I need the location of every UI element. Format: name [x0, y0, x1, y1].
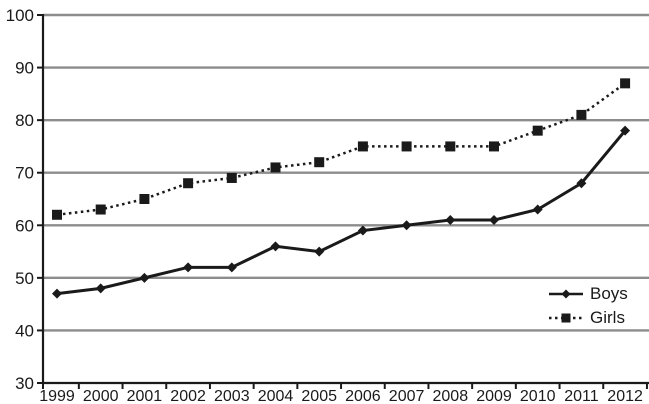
x-axis-label: 2003 — [214, 388, 250, 404]
y-axis-label: 80 — [15, 111, 34, 130]
boys-marker — [445, 215, 456, 226]
boys-marker — [270, 241, 281, 252]
boys-line-sample-icon — [549, 289, 583, 299]
x-axis-label: 2009 — [476, 388, 512, 404]
boys-marker — [489, 215, 499, 226]
girls-marker — [401, 141, 412, 152]
girls-marker — [314, 157, 325, 168]
x-axis-label: 2012 — [607, 388, 643, 404]
boys-marker — [620, 125, 631, 136]
girls-marker — [576, 109, 587, 120]
girls-marker — [95, 204, 106, 215]
boys-marker — [357, 225, 368, 236]
y-axis-label: 50 — [15, 269, 34, 288]
x-axis-label: 2007 — [389, 388, 425, 404]
boys-marker — [532, 204, 543, 215]
girls-line-sample-icon — [549, 313, 583, 323]
boys-marker — [95, 283, 106, 294]
girls-marker — [357, 141, 368, 152]
girls-marker — [183, 178, 194, 189]
boys-marker — [314, 246, 325, 257]
boys-marker — [139, 272, 150, 283]
y-axis-label: 30 — [15, 374, 34, 393]
x-axis-label: 2010 — [520, 388, 556, 404]
x-axis-label: 2006 — [345, 388, 381, 404]
legend-label-girls: Girls — [590, 308, 625, 327]
boys-marker — [226, 262, 237, 273]
x-axis-label: 1999 — [39, 388, 75, 404]
girls-line — [56, 82, 626, 217]
girls-marker — [226, 172, 237, 183]
girls-marker — [139, 194, 150, 204]
girls-marker — [445, 141, 456, 152]
y-axis-label: 70 — [15, 164, 34, 183]
boys-marker — [576, 178, 587, 189]
boys-line — [56, 129, 627, 296]
legend: Boys Girls — [549, 284, 628, 328]
x-axis-label: 2004 — [258, 388, 294, 404]
legend-item-girls: Girls — [549, 308, 628, 328]
x-axis-label: 2011 — [564, 388, 599, 404]
girls-marker — [270, 162, 281, 173]
girls-marker — [489, 141, 499, 152]
y-axis-label: 90 — [15, 59, 34, 78]
girls-marker — [620, 78, 631, 89]
y-axis-label: 100 — [6, 6, 34, 25]
y-axis-label: 40 — [15, 321, 34, 340]
y-axis-label: 60 — [15, 216, 34, 235]
girls-marker — [52, 209, 62, 220]
boys-marker — [52, 288, 62, 299]
legend-item-boys: Boys — [549, 284, 628, 304]
x-axis-label: 2008 — [433, 388, 469, 404]
boys-marker — [183, 262, 194, 273]
x-axis-label: 2000 — [83, 388, 119, 404]
x-axis-label: 2001 — [127, 388, 163, 404]
girls-marker — [532, 125, 543, 136]
boys-marker — [401, 220, 412, 231]
x-axis-label: 2002 — [170, 388, 206, 404]
legend-label-boys: Boys — [590, 284, 628, 303]
x-axis-label: 2005 — [301, 388, 337, 404]
